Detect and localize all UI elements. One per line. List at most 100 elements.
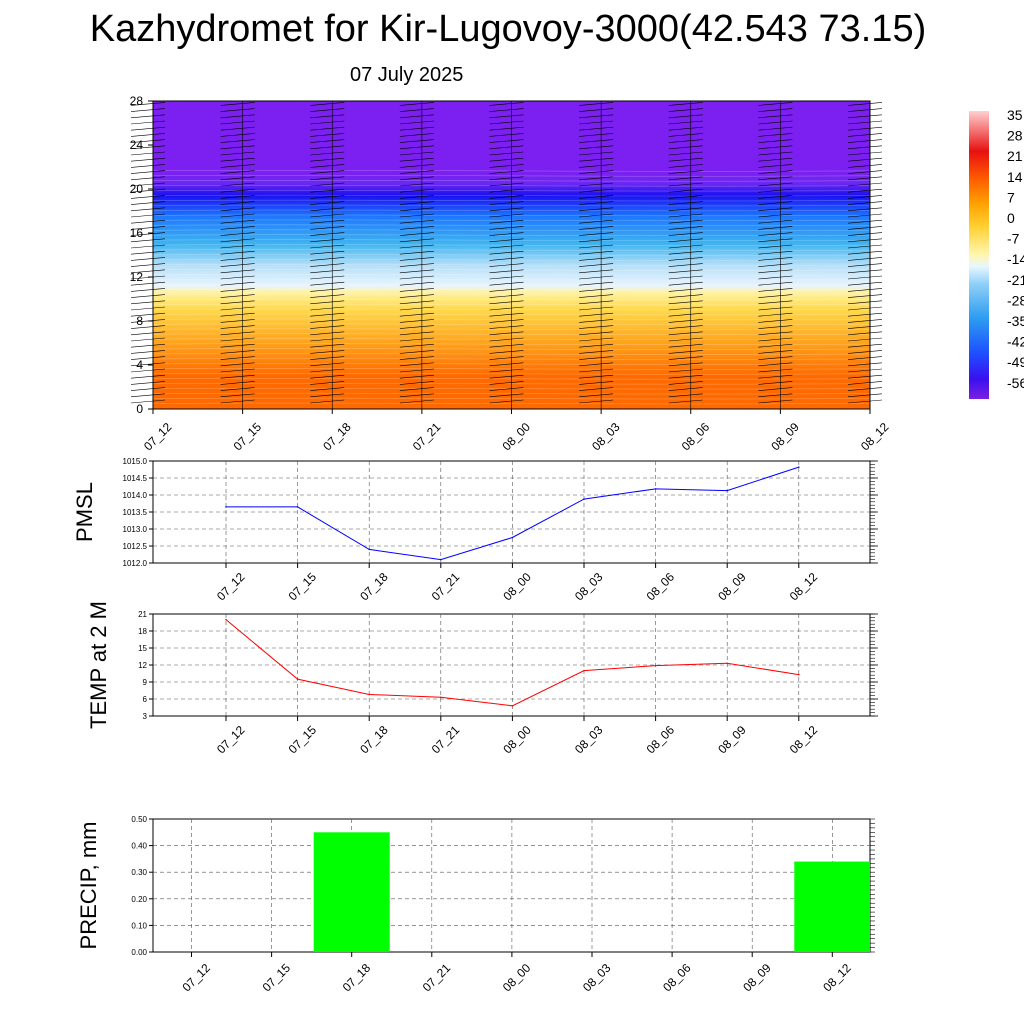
wind-barb: [399, 188, 434, 193]
wind-barb-column: [758, 101, 793, 409]
temp-point: [583, 669, 585, 672]
wind-barb: [758, 133, 793, 137]
wind-barb: [130, 281, 166, 286]
wind-barb: [758, 139, 793, 143]
wind-barb: [310, 263, 345, 267]
wind-barb: [489, 362, 524, 367]
wind-barb: [758, 263, 793, 267]
wind-barb: [489, 331, 524, 336]
wind-barb: [220, 381, 255, 385]
wind-barb: [847, 399, 883, 404]
wind-barb: [130, 145, 166, 150]
wind-barb: [130, 337, 166, 342]
wind-barb: [847, 387, 883, 391]
wind-barb: [579, 114, 614, 119]
wind-barb: [220, 288, 255, 292]
wind-barb: [489, 213, 524, 218]
wind-barb: [130, 312, 166, 317]
wind-barb: [130, 182, 166, 187]
wind-barb: [310, 257, 345, 261]
wind-barb: [579, 337, 614, 342]
wind-barb: [847, 133, 883, 137]
wind-barb: [310, 294, 345, 298]
y-tick-label: 0: [136, 402, 143, 416]
wind-barb: [489, 188, 524, 193]
wind-barb: [758, 232, 793, 236]
wind-barb: [399, 381, 434, 385]
wind-barb: [489, 182, 524, 187]
wind-barb: [310, 195, 345, 199]
wind-barb: [130, 350, 166, 354]
wind-barb: [668, 170, 703, 174]
wind-barb: [758, 157, 793, 162]
wind-barb: [668, 157, 703, 162]
x-tick-label: 08_12: [820, 961, 854, 995]
wind-barb: [489, 145, 524, 150]
wind-barb: [220, 393, 255, 398]
x-tick-label: 08_00: [500, 961, 534, 995]
wind-barb: [310, 337, 345, 342]
x-tick-label: 08_09: [715, 723, 749, 757]
wind-barb: [220, 312, 255, 317]
wind-barb: [847, 250, 883, 255]
wind-barb: [489, 306, 524, 311]
colorbar-label: 35: [1007, 107, 1023, 123]
wind-barb: [579, 151, 614, 156]
wind-barb: [579, 263, 614, 267]
wind-barb: [847, 126, 883, 131]
wind-barb: [399, 176, 434, 181]
y-tick-label: 0.30: [131, 868, 147, 877]
wind-barb: [758, 337, 793, 342]
wind-barb: [399, 387, 434, 391]
wind-barb: [758, 188, 793, 193]
wind-barb: [758, 356, 793, 360]
page-title: Kazhydromet for Kir-Lugovoy-3000(42.543 …: [89, 8, 927, 50]
wind-barb: [399, 114, 434, 119]
colorbar: 35 28 21 14 7 0 -7 -14 -21 -28 -35 -42 -49 -56: [969, 107, 1024, 399]
wind-barb: [847, 325, 883, 329]
pmsl-point: [511, 536, 514, 539]
wind-barb: [668, 356, 703, 360]
wind-barb: [220, 232, 255, 236]
wind-barb: [489, 294, 524, 298]
wind-barb: [399, 350, 434, 354]
x-tick-label: 08_06: [679, 420, 713, 454]
wind-barb: [668, 207, 703, 212]
wind-barb: [489, 325, 524, 329]
wind-barb: [579, 182, 614, 187]
wind-barb: [489, 157, 524, 162]
wind-barb: [310, 381, 345, 385]
wind-barb: [847, 374, 883, 379]
wind-barb: [399, 294, 434, 298]
wind-barb: [579, 393, 614, 398]
wind-barb: [579, 288, 614, 292]
wind-barb: [847, 108, 883, 112]
wind-barb: [489, 275, 524, 280]
wind-barb: [668, 195, 703, 199]
wind-barb: [399, 151, 434, 156]
wind-barb: [758, 343, 793, 348]
wind-barb: [399, 195, 434, 199]
wind-barb: [758, 170, 793, 174]
wind-barb: [399, 250, 434, 255]
x-tick-label: 07_21: [420, 961, 454, 995]
wind-barb: [579, 120, 614, 125]
wind-barb: [399, 201, 434, 205]
wind-barb: [489, 263, 524, 267]
wind-barb: [220, 207, 255, 212]
wind-barb: [758, 275, 793, 280]
wind-barb: [579, 331, 614, 336]
wind-barb: [220, 213, 255, 218]
wind-barb: [668, 114, 703, 119]
page-date: 07 July 2025: [350, 64, 464, 86]
wind-barb: [489, 368, 524, 373]
x-tick-label: 07_12: [141, 420, 175, 454]
pmsl-panel: 1012.0 1012.5 1013.0 1013.5 1014.0 1014.5 1015…: [72, 457, 878, 603]
wind-barb: [130, 157, 166, 162]
y-tick-label: 18: [138, 627, 147, 636]
wind-barb: [668, 108, 703, 112]
x-tick-label: 08_06: [644, 723, 678, 757]
x-tick-label: 08_03: [572, 570, 606, 604]
wind-barb: [399, 244, 434, 249]
